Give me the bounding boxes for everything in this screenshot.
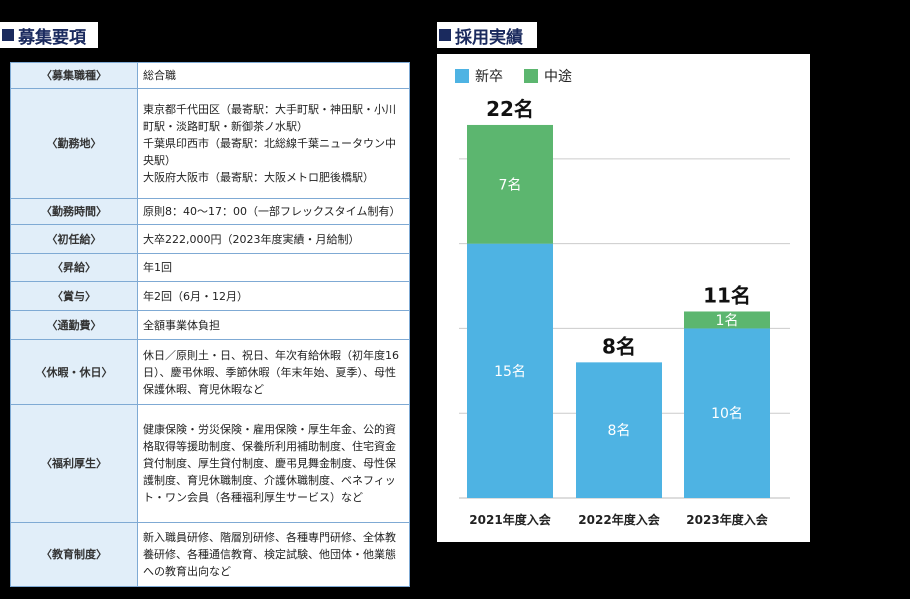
row-label: 〈勤務地〉 bbox=[10, 88, 138, 199]
row-label: 〈教育制度〉 bbox=[10, 522, 138, 587]
requirements-table: 〈募集職種〉 総合職 〈勤務地〉 東京都千代田区（最寄駅：大手町駅・神田駅・小川町駅・… bbox=[10, 62, 410, 587]
table-row: 〈賞与〉 年2回（6月・12月） bbox=[10, 281, 410, 311]
table-row: 〈初任給〉 大卒222,000円（2023年度実績・月給制） bbox=[10, 224, 410, 254]
requirements-heading: 募集要項 bbox=[0, 22, 98, 48]
row-value-line: 全額事業体負担 bbox=[143, 318, 220, 332]
bar-total-label: 11名 bbox=[703, 283, 751, 307]
row-label: 〈福利厚生〉 bbox=[10, 404, 138, 523]
bar-new-grad bbox=[576, 362, 662, 498]
legend-label-mid-career: 中途 bbox=[544, 69, 572, 85]
row-label: 〈初任給〉 bbox=[10, 224, 138, 254]
legend-swatch-mid-career bbox=[524, 69, 538, 83]
row-value: 年1回 bbox=[137, 253, 410, 282]
results-heading-text: 採用実績 bbox=[455, 27, 523, 48]
row-label: 〈通勤費〉 bbox=[10, 310, 138, 340]
bar-mid-career bbox=[467, 124, 553, 244]
x-tick-label: 2023年度入会 bbox=[686, 512, 768, 527]
row-value-line: 年1回 bbox=[143, 261, 172, 274]
legend-label-new-grad: 新卒 bbox=[475, 69, 503, 85]
row-value-line: 年2回（6月・12月） bbox=[143, 289, 248, 303]
row-label: 〈勤務時間〉 bbox=[10, 198, 138, 225]
bar-mid-career bbox=[684, 311, 770, 329]
row-value-line: 原則8：40～17：00（一部フレックスタイム制有） bbox=[143, 205, 401, 218]
row-value-line: 大阪府大阪市（最寄駅：大阪メトロ肥後橋駅） bbox=[143, 171, 374, 184]
results-heading: 採用実績 bbox=[437, 22, 537, 48]
row-label: 〈昇給〉 bbox=[10, 253, 138, 282]
row-label: 〈募集職種〉 bbox=[10, 62, 138, 89]
bar-new-grad bbox=[684, 328, 770, 498]
row-value: 総合職 bbox=[137, 62, 410, 89]
row-value: 全額事業体負担 bbox=[137, 310, 410, 340]
bar-value-label: 10名 bbox=[711, 406, 743, 422]
bar-value-label: 15名 bbox=[494, 364, 526, 380]
legend-item-mid-career: 中途 bbox=[524, 66, 572, 86]
table-row: 〈勤務時間〉 原則8：40～17：00（一部フレックスタイム制有） bbox=[10, 198, 410, 225]
legend-item-new-grad: 新卒 bbox=[455, 66, 503, 86]
row-value: 新入職員研修、階層別研修、各種専門研修、全体教養研修、各種通信教育、検定試験、他… bbox=[137, 522, 410, 587]
row-value-line: 休日／原則土・日、祝日、年次有給休暇（初年度16日）、慶弔休暇、季節休暇（年末年… bbox=[143, 348, 399, 396]
square-bullet-icon bbox=[2, 29, 14, 41]
row-value-line: 新入職員研修、階層別研修、各種専門研修、全体教養研修、各種通信教育、検定試験、他… bbox=[143, 531, 396, 578]
table-row: 〈通勤費〉 全額事業体負担 bbox=[10, 310, 410, 340]
table-row: 〈休暇・休日〉 休日／原則土・日、祝日、年次有給休暇（初年度16日）、慶弔休暇、季… bbox=[10, 339, 410, 405]
square-bullet-icon bbox=[439, 29, 451, 41]
hiring-results-chart: 新卒 中途 15名 7名 22名 2021年度入会 8名 8名 2022年度入会 10名 1名 1… bbox=[437, 54, 810, 542]
row-value: 年2回（6月・12月） bbox=[137, 281, 410, 311]
row-value-line: 総合職 bbox=[143, 69, 176, 82]
x-tick-label: 2022年度入会 bbox=[578, 512, 660, 527]
requirements-heading-text: 募集要項 bbox=[18, 27, 86, 48]
row-value: 大卒222,000円（2023年度実績・月給制） bbox=[137, 224, 410, 254]
bar-total-label: 22名 bbox=[486, 97, 534, 121]
row-value: 健康保険・労災保険・雇用保険・厚生年金、公的資格取得等援助制度、保養所利用補助制… bbox=[137, 404, 410, 523]
table-row: 〈募集職種〉 総合職 bbox=[10, 62, 410, 89]
table-row: 〈昇給〉 年1回 bbox=[10, 253, 410, 282]
table-row: 〈教育制度〉 新入職員研修、階層別研修、各種専門研修、全体教養研修、各種通信教育、… bbox=[10, 522, 410, 587]
row-value: 東京都千代田区（最寄駅：大手町駅・神田駅・小川町駅・淡路町駅・新御茶ノ水駅） 千葉… bbox=[137, 88, 410, 199]
row-value-line: 千葉県印西市（最寄駅：北総線千葉ニュータウン中央駅） bbox=[143, 137, 396, 167]
bar-value-label: 8名 bbox=[608, 423, 631, 439]
row-label: 〈休暇・休日〉 bbox=[10, 339, 138, 405]
legend-swatch-new-grad bbox=[455, 69, 469, 83]
row-value-line: 大卒222,000円（2023年度実績・月給制） bbox=[143, 232, 360, 246]
row-value-line: 東京都千代田区（最寄駅：大手町駅・神田駅・小川町駅・淡路町駅・新御茶ノ水駅） bbox=[143, 103, 396, 133]
bar-new-grad bbox=[467, 243, 553, 498]
table-row: 〈福利厚生〉 健康保険・労災保険・雇用保険・厚生年金、公的資格取得等援助制度、保養… bbox=[10, 404, 410, 523]
row-label: 〈賞与〉 bbox=[10, 281, 138, 311]
table-row: 〈勤務地〉 東京都千代田区（最寄駅：大手町駅・神田駅・小川町駅・淡路町駅・新御茶ノ… bbox=[10, 88, 410, 199]
row-value: 休日／原則土・日、祝日、年次有給休暇（初年度16日）、慶弔休暇、季節休暇（年末年… bbox=[137, 339, 410, 405]
bar-value-label: 1名 bbox=[716, 313, 739, 329]
chart-plot: 15名 7名 22名 2021年度入会 8名 8名 2022年度入会 10名 1名 11名 2023… bbox=[459, 97, 790, 527]
bar-value-label: 7名 bbox=[499, 177, 522, 193]
bar-total-label: 8名 bbox=[602, 334, 636, 358]
row-value: 原則8：40～17：00（一部フレックスタイム制有） bbox=[137, 198, 410, 225]
x-tick-label: 2021年度入会 bbox=[469, 512, 551, 527]
row-value-line: 健康保険・労災保険・雇用保険・厚生年金、公的資格取得等援助制度、保養所利用補助制… bbox=[143, 423, 396, 504]
